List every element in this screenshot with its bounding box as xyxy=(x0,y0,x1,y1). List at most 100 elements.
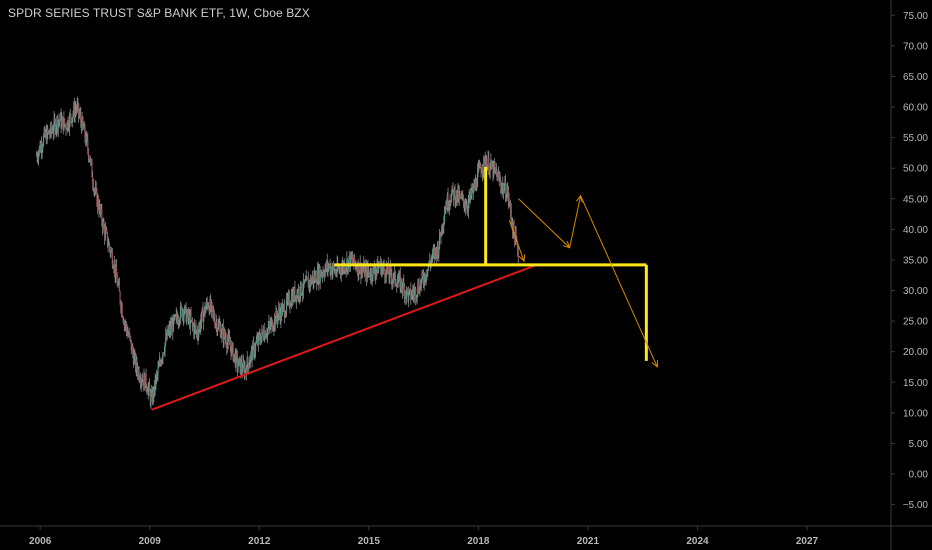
candle-body xyxy=(161,358,163,361)
candle-body xyxy=(419,282,421,293)
candle-body xyxy=(177,321,179,324)
candle-body xyxy=(435,248,437,251)
price-candles xyxy=(35,96,519,409)
candle-body xyxy=(184,306,186,307)
y-tick-label: 75.00 xyxy=(903,11,928,22)
candle-body xyxy=(138,369,140,380)
candle-body xyxy=(442,224,444,229)
candle-body xyxy=(273,327,275,330)
candle-body xyxy=(477,167,479,172)
candle-body xyxy=(183,313,185,318)
candle-body xyxy=(106,232,109,245)
candle-body xyxy=(133,356,135,365)
candle-body xyxy=(396,282,399,288)
candle-body xyxy=(517,251,519,259)
candle-body xyxy=(405,292,407,297)
candle-body xyxy=(63,118,65,130)
candle-body xyxy=(160,360,163,365)
candle-body xyxy=(85,137,87,144)
candle-body xyxy=(361,269,363,276)
candle-body xyxy=(325,263,327,269)
candle-body xyxy=(64,124,66,126)
candle-body xyxy=(225,338,227,345)
candle-body xyxy=(505,198,507,200)
candle-body xyxy=(54,119,56,122)
candle-body xyxy=(500,180,502,187)
candle-body xyxy=(508,201,510,203)
candle-body xyxy=(338,268,340,271)
candle-body xyxy=(408,291,410,301)
candle-body xyxy=(130,337,132,340)
candle-body xyxy=(389,267,392,270)
candle-body xyxy=(68,127,70,129)
candle-body xyxy=(378,266,380,268)
candle-body xyxy=(181,307,183,317)
candle-body xyxy=(394,271,396,274)
candle-body xyxy=(172,323,174,332)
candle-body xyxy=(410,296,413,299)
short-projection[interactable] xyxy=(508,220,525,262)
candle-body xyxy=(137,369,139,375)
candle-body xyxy=(309,278,311,286)
candle-body xyxy=(491,164,493,168)
candle-body xyxy=(174,315,177,316)
time-axis[interactable]: 2006 2009 2012 2015 2018 2021 2024 2027 xyxy=(0,525,932,547)
candle-body xyxy=(311,276,314,281)
candle-body xyxy=(264,331,266,341)
candle-body xyxy=(207,307,210,309)
candle-body xyxy=(43,129,45,136)
candle-body xyxy=(40,144,42,152)
x-tick-label: 2021 xyxy=(577,536,600,547)
candle-body xyxy=(245,369,248,374)
candle-body xyxy=(424,273,426,284)
candle-body xyxy=(198,329,200,337)
candle-body xyxy=(323,274,326,276)
candle-body xyxy=(59,120,61,122)
candle-body xyxy=(284,315,286,317)
candle-body xyxy=(322,272,324,275)
candle-body xyxy=(49,124,52,134)
candle-body xyxy=(212,306,214,312)
candle-body xyxy=(290,296,293,306)
projected-path-arrow xyxy=(575,194,583,203)
candle-body xyxy=(333,267,335,273)
candle-body xyxy=(417,284,419,296)
candle-body xyxy=(390,269,392,277)
projected-path[interactable] xyxy=(518,195,658,368)
candle-body xyxy=(105,229,107,231)
candle-body xyxy=(126,329,128,335)
candle-body xyxy=(163,352,165,354)
price-axis[interactable]: 75.00 70.00 65.00 60.00 55.00 50.00 45.00 40.00… xyxy=(890,0,928,550)
candle-body xyxy=(243,365,245,376)
candle-body xyxy=(109,248,111,254)
candle-body xyxy=(372,267,374,280)
candle-body xyxy=(373,267,375,273)
candle-body xyxy=(206,302,208,305)
candle-body xyxy=(148,384,150,389)
candle-body xyxy=(80,114,82,122)
candle-body xyxy=(314,274,316,281)
candle-body xyxy=(249,361,251,364)
candle-body xyxy=(222,327,224,329)
candle-body xyxy=(267,327,269,330)
candle-body xyxy=(134,355,137,370)
candle-body xyxy=(238,359,240,366)
candle-body xyxy=(310,278,312,284)
candle-body xyxy=(497,173,499,181)
candle-body xyxy=(38,146,40,153)
candle-body xyxy=(162,352,164,359)
candle-body xyxy=(312,276,314,283)
candle-body xyxy=(209,300,211,314)
x-tick-label: 2027 xyxy=(796,536,819,547)
candle-body xyxy=(135,359,137,370)
candle-body xyxy=(279,313,281,321)
support-trendline[interactable] xyxy=(151,263,538,411)
candle-body xyxy=(490,160,492,166)
candle-body xyxy=(402,281,404,291)
candle-body xyxy=(335,273,337,275)
candle-body xyxy=(457,189,460,200)
candle-body xyxy=(230,346,232,355)
candle-body xyxy=(199,323,201,329)
candle-body xyxy=(450,201,452,203)
